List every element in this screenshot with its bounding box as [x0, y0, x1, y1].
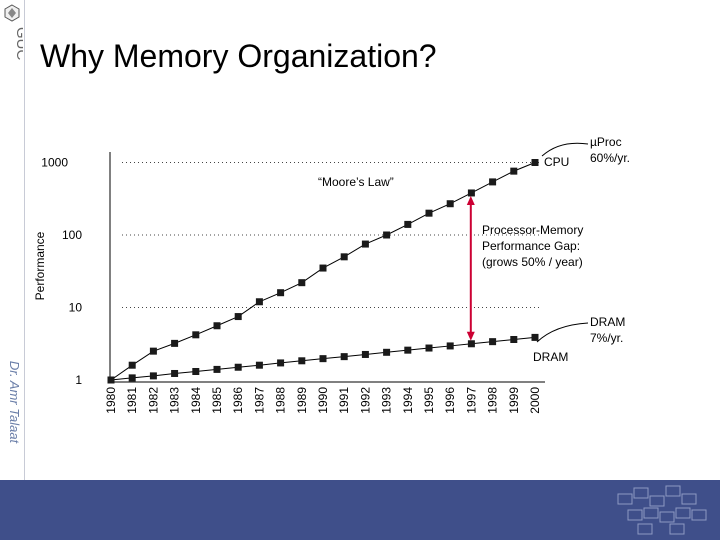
- dram-data-point: [425, 344, 433, 352]
- cpu-data-point: [128, 361, 136, 369]
- gap-label-1: Processor-Memory: [482, 223, 583, 237]
- cpu-rate-label-1: µProc: [590, 135, 622, 149]
- cpu-data-point: [171, 339, 179, 347]
- cpu-data-point: [404, 220, 412, 228]
- cpu-data-point: [361, 240, 369, 248]
- cpu-data-point: [298, 279, 306, 287]
- series: [107, 159, 539, 384]
- dram-data-point: [277, 359, 285, 367]
- x-tick-label: 1982: [146, 387, 160, 414]
- dram-data-point: [213, 365, 221, 373]
- dram-data-point: [361, 350, 369, 358]
- dram-rate-label-2: 7%/yr.: [590, 331, 623, 345]
- x-tick-label: 1987: [252, 387, 266, 414]
- x-tick-label: 1994: [401, 387, 415, 414]
- x-tick-label: 2000: [528, 387, 542, 414]
- x-tick-label: 1983: [168, 387, 182, 414]
- dram-rate-label-1: DRAM: [590, 315, 625, 329]
- cpu-callout-line: [541, 142, 589, 157]
- cpu-series-label: CPU: [544, 155, 569, 169]
- y-ticks: 1 10 100 1000: [41, 156, 82, 388]
- y-tick-label: 10: [69, 301, 83, 315]
- dram-callout-line: [536, 322, 589, 343]
- dram-data-point: [255, 361, 263, 369]
- logo-text-label: GUC: [13, 27, 23, 60]
- dram-data-point: [340, 353, 348, 361]
- dram-data-point: [128, 374, 136, 382]
- dram-data-point: [404, 346, 412, 354]
- cpu-data-point: [255, 298, 263, 306]
- y-tick-label: 1000: [41, 156, 68, 170]
- guc-logo-icon: [4, 4, 20, 22]
- cpu-data-point: [192, 331, 200, 339]
- x-tick-label: 1992: [358, 387, 372, 414]
- gap-arrow-head-up: [466, 195, 475, 205]
- sidebar: GUC Dr. Amr Talaat: [0, 0, 25, 540]
- x-tick-label: 1988: [274, 387, 288, 414]
- dram-data-point: [107, 376, 115, 384]
- footer-bar: [0, 480, 720, 540]
- dram-data-point: [234, 363, 242, 371]
- x-tick-label: 1981: [125, 387, 139, 414]
- cpu-data-point: [319, 264, 327, 272]
- dram-series-label: DRAM: [533, 350, 568, 364]
- performance-gap-arrow: [466, 195, 475, 341]
- x-tick-label: 1980: [104, 387, 118, 414]
- annotations: “Moore’s Law” CPU DRAM µProc 60%/yr. DRA…: [318, 135, 630, 364]
- slide-title: Why Memory Organization?: [40, 38, 437, 74]
- cpu-data-point: [425, 209, 433, 217]
- dram-data-point: [446, 342, 454, 350]
- dram-data-point: [171, 369, 179, 377]
- x-tick-label: 1996: [443, 387, 457, 414]
- x-tick-label: 1993: [380, 387, 394, 414]
- cpu-data-point: [510, 167, 518, 175]
- decorative-cubes-icon: [617, 485, 707, 535]
- cpu-data-point: [234, 313, 242, 321]
- cpu-data-point: [277, 289, 285, 297]
- cpu-data-point: [213, 322, 221, 330]
- cpu-data-point: [489, 178, 497, 186]
- x-tick-label: 1984: [189, 387, 203, 414]
- dram-data-point: [510, 335, 518, 343]
- dram-data-point: [319, 355, 327, 363]
- axes: [109, 152, 545, 383]
- x-tick-label: 1999: [507, 387, 521, 414]
- dram-data-point: [383, 348, 391, 356]
- dram-data-point: [531, 333, 539, 341]
- dram-data-point: [298, 357, 306, 365]
- x-tick-label: 1997: [464, 387, 478, 414]
- y-tick-label: 1: [75, 373, 82, 387]
- x-tick-label: 1989: [295, 387, 309, 414]
- cpu-rate-label-2: 60%/yr.: [590, 151, 630, 165]
- x-tick-label: 1991: [337, 387, 351, 414]
- x-tick-label: 1998: [486, 387, 500, 414]
- y-axis-label: Performance: [33, 231, 47, 300]
- x-tick-label: 1995: [422, 387, 436, 414]
- dram-data-point: [467, 340, 475, 348]
- moores-law-label: “Moore’s Law”: [318, 175, 394, 189]
- gap-label-3: (grows 50% / year): [482, 255, 583, 269]
- cpu-data-point: [383, 231, 391, 239]
- gap-arrow-head-down: [466, 331, 475, 341]
- x-tick-label: 1985: [210, 387, 224, 414]
- cpu-data-point: [149, 347, 157, 355]
- dram-data-point: [489, 338, 497, 346]
- dram-data-point: [149, 372, 157, 380]
- x-tick-label: 1986: [231, 387, 245, 414]
- dram-data-point: [192, 367, 200, 375]
- x-ticks: 1980 1981 1982 1983 1984 1985 1986 1987 1988 1989…: [104, 387, 542, 414]
- logo-text: GUC: [13, 27, 23, 60]
- cpu-data-point: [467, 189, 475, 197]
- y-tick-label: 100: [62, 228, 82, 242]
- cpu-data-point: [446, 200, 454, 208]
- x-tick-label: 1990: [316, 387, 330, 414]
- cpu-data-point: [531, 159, 539, 166]
- cpu-data-point: [340, 253, 348, 261]
- gap-label-2: Performance Gap:: [482, 239, 580, 253]
